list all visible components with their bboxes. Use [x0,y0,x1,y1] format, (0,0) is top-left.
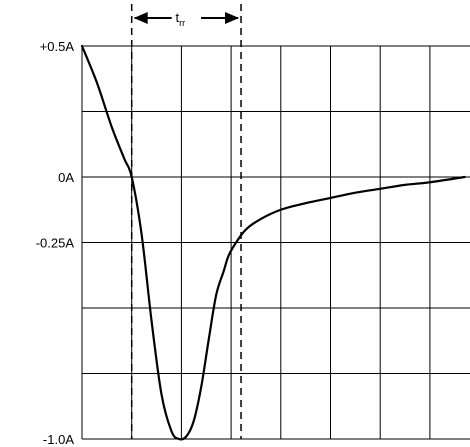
y-tick-label: 0A [58,170,74,185]
trr-label: trr [176,10,186,28]
current-curve [80,44,466,441]
y-tick-label: -0.25A [36,236,75,251]
y-tick-label: +0.5A [40,39,75,54]
grid [81,45,470,440]
trr-arrow-right-head [225,12,240,24]
y-tick-label: -1.0A [43,432,74,447]
trr-annotation: trr [130,4,242,439]
y-axis-ticks: +0.5A 0A -0.25A -1.0A [36,39,75,447]
trr-arrow-left-head [133,12,148,24]
